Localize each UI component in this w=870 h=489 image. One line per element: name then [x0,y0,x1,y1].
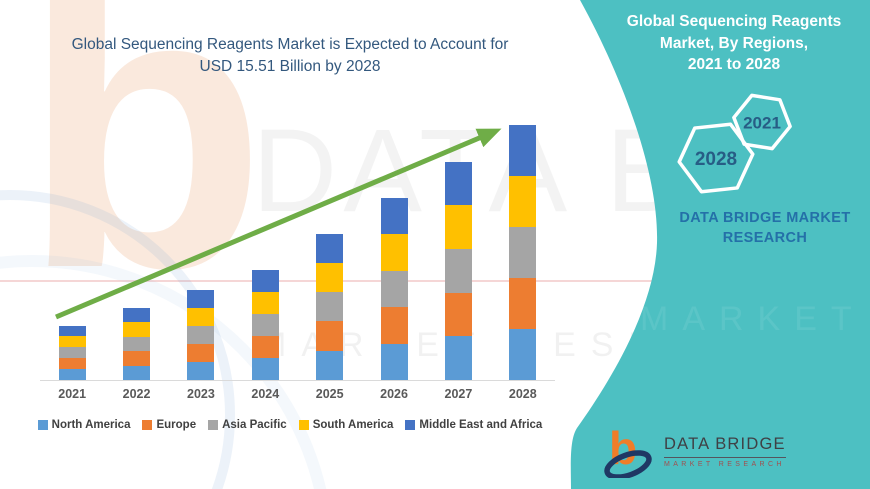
x-axis-label-2028: 2028 [508,387,537,401]
bar-segment-2023-north-america [187,361,215,380]
bar-segment-2025-europe [316,321,344,351]
bar-segment-2024-north-america [251,358,279,380]
legend-item-north-america: North America [37,419,131,431]
watermark-on-panel: MARKET RESEARCH [640,300,870,338]
bar-segment-2021-asia-pacific [58,347,86,359]
bar-segment-2028-south-america [509,176,537,227]
bar-segment-2023-europe [187,343,215,362]
legend-swatch [208,420,219,430]
bar-segment-2028-asia-pacific [509,227,537,278]
bar-segment-2022-north-america [123,365,151,380]
legend-label: South America [312,419,394,431]
bar-segment-2026-north-america [380,343,408,380]
bar-segment-2024-europe [251,336,279,358]
bar-segment-2022-asia-pacific [123,336,151,351]
x-axis-labels: 2021 2022 2023 2024 2025 2026 2027 2028 [40,387,555,401]
x-axis-label-2025: 2025 [315,387,344,401]
x-axis-label-2021: 2021 [58,387,87,401]
legend-label: Europe [156,419,197,431]
legend-item-europe: Europe [142,419,196,431]
x-axis-label-2027: 2027 [444,387,473,401]
bar-segment-2028-middle-east-and-africa [509,125,537,176]
chart-section: Global Sequencing Reagents Market is Exp… [0,0,580,431]
bar-segment-2021-europe [58,358,86,370]
legend-swatch [37,420,48,430]
bar-segment-2021-north-america [58,369,86,380]
bar-segment-2023-asia-pacific [187,325,215,344]
teal-panel-shape [570,0,870,489]
bar-segment-2021-south-america [58,336,86,348]
x-axis-label-2024: 2024 [251,387,280,401]
bar-segment-2024-asia-pacific [251,314,279,336]
stacked-bar-2028 [509,125,537,380]
x-axis-label-2022: 2022 [122,387,151,401]
legend-label: Asia Pacific [222,419,287,431]
bar-slot-2021 [40,0,104,380]
x-axis-label-2023: 2023 [187,387,215,401]
chart-title: Global Sequencing Reagents Market is Exp… [20,34,560,79]
bar-segment-2025-north-america [316,350,344,380]
x-axis-label-2026: 2026 [380,387,408,401]
bar-segment-2027-north-america [444,336,472,380]
chart-title-line2: USD 15.51 Billion by 2028 [199,58,381,76]
bar-segment-2022-south-america [123,322,151,337]
legend-item-middle-east-and-africa: Middle East and Africa [405,419,542,431]
chart-legend: North America Europe Asia Pacific South Ame… [0,419,580,431]
bar-segment-2028-north-america [509,329,537,380]
legend-swatch [142,420,153,430]
legend-item-asia-pacific: Asia Pacific [208,419,287,431]
legend-swatch [405,420,416,430]
bar-segment-2021-middle-east-and-africa [58,325,86,337]
bar-segment-2022-europe [123,351,151,366]
legend-swatch [298,420,309,430]
legend-label: North America [51,419,131,431]
chart-title-line1: Global Sequencing Reagents Market is Exp… [71,36,509,53]
legend-label: Middle East and Africa [419,419,543,431]
legend-item-south-america: South America [298,419,394,431]
bar-slot-2028 [491,0,555,380]
bar-segment-2028-europe [509,278,537,329]
stacked-bar-2021 [58,325,86,380]
